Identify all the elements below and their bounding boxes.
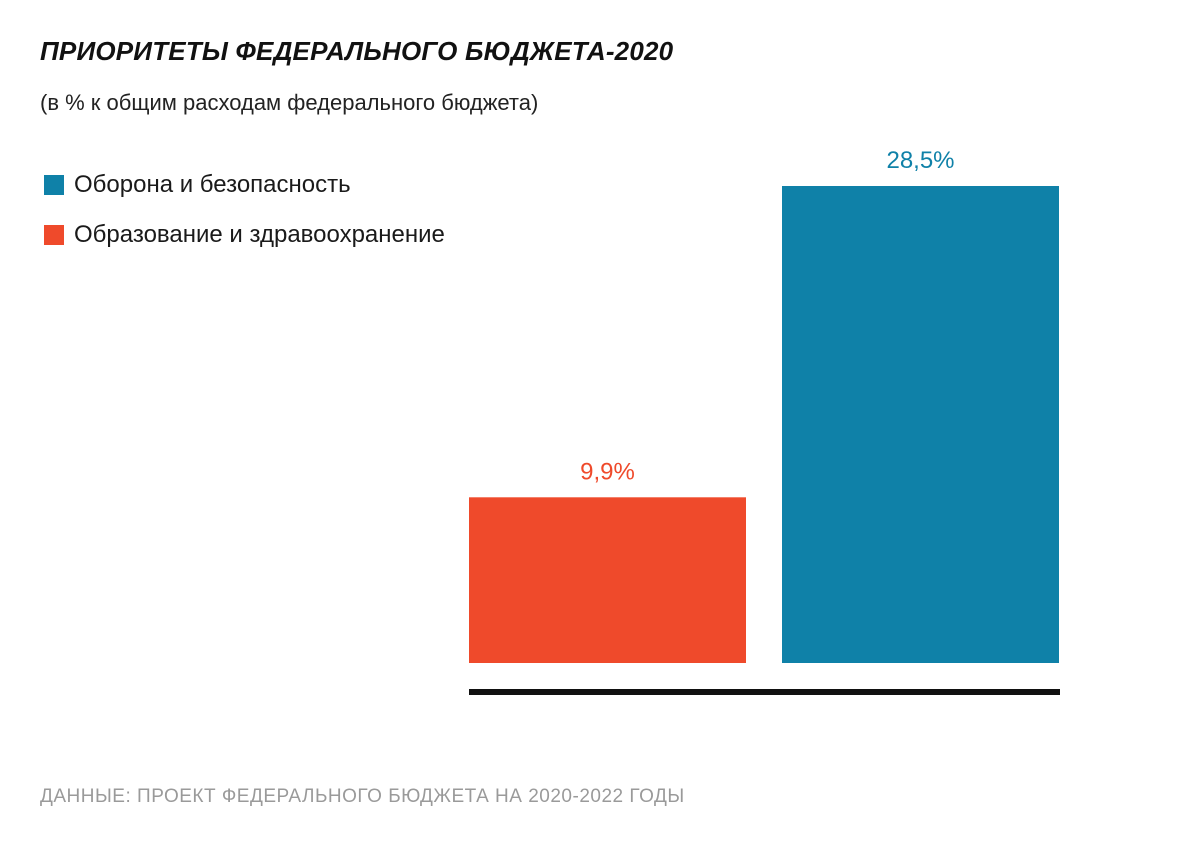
chart-title: ПРИОРИТЕТЫ ФЕДЕРАЛЬНОГО БЮДЖЕТА-2020 (40, 36, 674, 66)
chart-baseline (469, 689, 1060, 695)
data-source: ДАННЫЕ: ПРОЕКТ ФЕДЕРАЛЬНОГО БЮДЖЕТА НА 2… (40, 786, 685, 807)
legend-swatch-education (44, 225, 64, 245)
bar-education (469, 497, 746, 663)
legend-item-defense: Оборона и безопасность (44, 160, 445, 210)
bar-label-defense: 28,5% (886, 147, 954, 174)
chart-subtitle: (в % к общим расходам федерального бюдже… (40, 90, 539, 115)
legend-label-education: Образование и здравоохранение (74, 221, 445, 248)
legend-item-education: Образование и здравоохранение (44, 210, 445, 260)
bar-label-education: 9,9% (580, 458, 635, 485)
bar-defense (782, 186, 1059, 663)
legend-swatch-defense (44, 175, 64, 195)
legend: Оборона и безопасность Образование и здр… (44, 160, 445, 260)
legend-label-defense: Оборона и безопасность (74, 171, 351, 198)
